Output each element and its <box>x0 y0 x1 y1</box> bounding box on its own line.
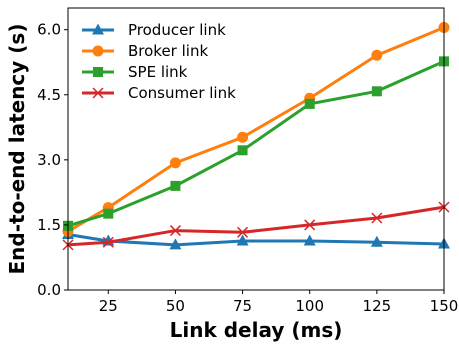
legend-label: Consumer link <box>128 84 236 102</box>
y-tick-label: 3.0 <box>37 151 61 169</box>
legend-label: SPE link <box>128 63 188 81</box>
x-axis-label: Link delay (ms) <box>170 318 343 342</box>
plot-frame <box>67 7 445 291</box>
consumer-link-point <box>371 212 383 224</box>
producer-link-point <box>303 234 316 246</box>
y-tick-label: 6.0 <box>37 21 61 39</box>
producer-link-point <box>370 235 383 247</box>
consumer-link-point <box>169 225 181 237</box>
consumer-link-point <box>102 236 114 248</box>
x-tick-label: 125 <box>363 297 392 315</box>
broker-link-point <box>371 49 383 61</box>
broker-link-line <box>67 26 445 233</box>
x-tick-label: 100 <box>295 297 324 315</box>
x-marker-stroke <box>92 87 104 99</box>
plot-area <box>62 22 450 251</box>
axes-frame <box>67 7 445 291</box>
spe-link-line <box>67 59 445 228</box>
legend-label: Producer link <box>128 21 226 39</box>
x-marker-stroke <box>237 226 249 238</box>
legend-item-broker-link: Broker link <box>82 42 208 60</box>
legend-item-spe-link: SPE link <box>82 63 188 81</box>
y-tick-label: 0.0 <box>37 281 61 299</box>
spe-link-point <box>170 180 181 191</box>
y-axis-label: End-to-end latency (s) <box>5 24 29 275</box>
axis-ticks: 25 50 75 100 125 150 0.0 1.5 3.0 4.5 6.0 <box>37 21 458 315</box>
x-tick-label: 75 <box>233 297 252 315</box>
broker-link-point <box>237 131 249 143</box>
legend-item-producer-link: Producer link <box>82 21 226 39</box>
legend-marker <box>92 23 104 35</box>
y-tick-label: 1.5 <box>37 216 61 234</box>
broker-link-point <box>169 157 181 169</box>
legend-marker <box>93 67 103 77</box>
consumer-link-point <box>237 226 249 238</box>
producer-link-point <box>169 238 182 250</box>
legend-item-consumer-link: Consumer link <box>82 84 236 102</box>
x-marker-stroke <box>102 236 114 248</box>
x-tick-label: 50 <box>166 297 185 315</box>
x-marker-stroke <box>169 225 181 237</box>
x-tick-label: 25 <box>99 297 118 315</box>
x-tick-label: 150 <box>430 297 459 315</box>
legend: Producer link Broker link SPE link Consumer… <box>82 21 236 102</box>
y-tick-label: 4.5 <box>37 86 61 104</box>
spe-link-point <box>371 86 382 97</box>
legend-label: Broker link <box>128 42 208 60</box>
x-marker-stroke <box>304 219 316 231</box>
consumer-link-line <box>67 205 445 247</box>
producer-link-point <box>236 234 249 246</box>
consumer-link-point <box>304 219 316 231</box>
spe-link-point <box>304 98 315 109</box>
x-marker-stroke <box>371 212 383 224</box>
legend-marker <box>92 45 104 57</box>
legend-marker <box>92 87 104 99</box>
spe-link-point <box>103 208 114 219</box>
spe-link-point <box>237 145 248 156</box>
